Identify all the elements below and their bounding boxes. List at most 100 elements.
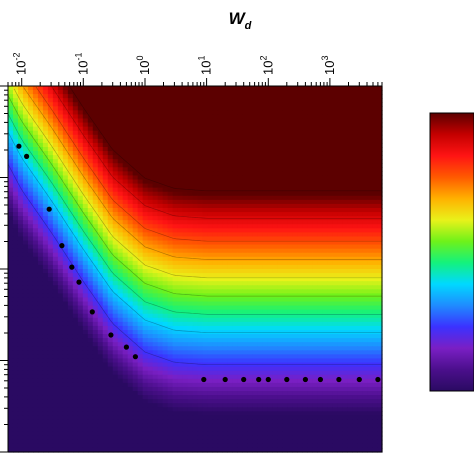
heatmap-cell <box>122 260 129 266</box>
heatmap-cell <box>207 228 214 233</box>
heatmap-cell <box>182 325 189 331</box>
heatmap-cell <box>267 334 273 339</box>
heatmap-cell <box>367 244 373 250</box>
heatmap-cell <box>312 94 318 99</box>
heatmap-cell <box>52 102 59 107</box>
heatmap-cell <box>317 236 323 242</box>
heatmap-cell <box>252 309 258 315</box>
heatmap-cell <box>8 305 14 311</box>
heatmap-cell <box>132 147 139 152</box>
heatmap-cell <box>322 293 328 299</box>
heatmap-cell <box>152 98 159 103</box>
heatmap-cell <box>302 297 308 303</box>
heatmap-cell <box>187 354 194 360</box>
heatmap-cell <box>22 317 29 323</box>
heatmap-cell <box>237 264 243 270</box>
heatmap-cell <box>247 228 253 233</box>
heatmap-cell <box>362 110 368 116</box>
heatmap-cell <box>127 346 134 351</box>
heatmap-cell <box>187 220 194 225</box>
heatmap-cell <box>227 301 233 307</box>
heatmap-cell <box>317 256 323 262</box>
heatmap-cell <box>222 167 229 172</box>
heatmap-cell <box>147 285 154 290</box>
heatmap-cell <box>247 330 253 335</box>
heatmap-cell <box>147 175 154 181</box>
heatmap-cell <box>27 317 34 323</box>
heatmap-cell <box>307 256 313 262</box>
heatmap-cell <box>247 134 253 140</box>
heatmap-cell <box>337 118 343 124</box>
heatmap-cell <box>107 90 114 95</box>
heatmap-cell <box>257 248 263 254</box>
heatmap-cell <box>17 285 24 290</box>
heatmap-cell <box>217 269 224 274</box>
heatmap-cell <box>137 167 144 172</box>
heatmap-cell <box>327 106 333 111</box>
heatmap-cell <box>207 90 214 95</box>
heatmap-cell <box>97 301 104 307</box>
heatmap-cell <box>177 171 184 177</box>
heatmap-cell <box>302 325 308 331</box>
heatmap-cell <box>327 195 333 201</box>
heatmap-cell <box>22 293 29 299</box>
heatmap-cell <box>197 244 204 250</box>
heatmap-cell <box>257 94 263 99</box>
heatmap-cell <box>82 86 89 91</box>
heatmap-cell <box>147 260 154 266</box>
heatmap-cell <box>82 354 89 360</box>
heatmap-cell <box>167 114 174 120</box>
heatmap-cell <box>162 208 169 213</box>
heatmap-cell <box>302 183 308 189</box>
heatmap-cell <box>117 134 124 140</box>
heatmap-cell <box>37 199 44 205</box>
heatmap-cell <box>267 224 273 229</box>
heatmap-cell <box>337 281 343 286</box>
heatmap-cell <box>67 118 74 124</box>
heatmap-cell <box>257 264 263 270</box>
heatmap-cell <box>112 289 119 294</box>
heatmap-cell <box>22 90 29 95</box>
heatmap-cell <box>47 98 54 103</box>
heatmap-cell <box>162 187 169 193</box>
heatmap-cell <box>277 130 283 136</box>
heatmap-cell <box>117 244 124 250</box>
heatmap-cell <box>362 98 368 103</box>
heatmap-cell <box>122 203 129 209</box>
heatmap-cell <box>337 212 343 217</box>
heatmap-cell <box>197 338 204 343</box>
heatmap-cell <box>282 151 288 156</box>
heatmap-cell <box>27 236 34 242</box>
heatmap-cell <box>172 187 179 193</box>
heatmap-cell <box>282 289 288 294</box>
heatmap-cell <box>242 191 248 197</box>
heatmap-cell <box>22 183 29 189</box>
heatmap-cell <box>372 334 378 339</box>
heatmap-cell <box>367 264 373 270</box>
heatmap-cell <box>77 134 84 140</box>
heatmap-cell <box>62 224 69 229</box>
heatmap-cell <box>332 187 338 193</box>
heatmap-cell <box>162 122 169 128</box>
heatmap-cell <box>57 342 64 347</box>
heatmap-cell <box>67 338 74 343</box>
heatmap-cell <box>72 134 79 140</box>
heatmap-cell <box>292 269 298 274</box>
heatmap-cell <box>112 325 119 331</box>
heatmap-cell <box>292 236 298 242</box>
heatmap-cell <box>222 199 229 205</box>
heatmap-cell <box>247 313 253 319</box>
heatmap-cell <box>192 134 199 140</box>
heatmap-cell <box>147 114 154 120</box>
heatmap-cell <box>47 317 54 323</box>
heatmap-cell <box>92 191 99 197</box>
heatmap-cell <box>32 289 39 294</box>
heatmap-cell <box>367 281 373 286</box>
heatmap-cell <box>162 273 169 278</box>
heatmap-cell <box>217 195 224 201</box>
heatmap-cell <box>357 285 363 290</box>
heatmap-cell <box>17 122 24 128</box>
heatmap-cell <box>342 252 348 258</box>
heatmap-cell <box>222 122 229 128</box>
heatmap-cell <box>8 90 14 95</box>
